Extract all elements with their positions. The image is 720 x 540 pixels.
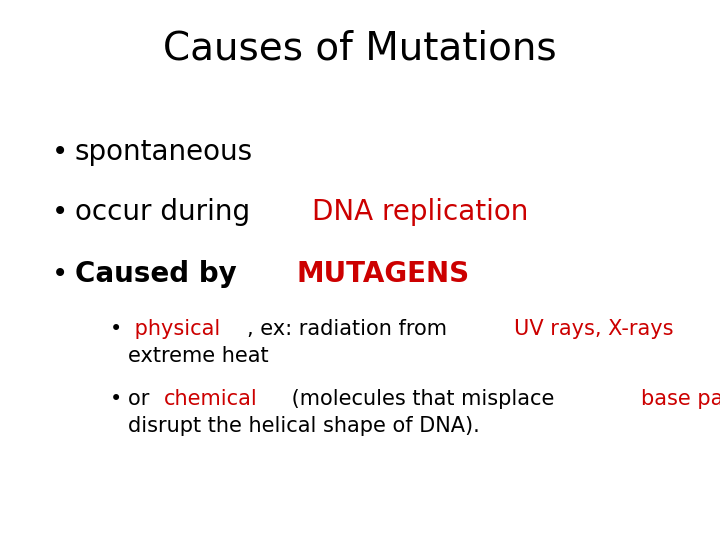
Text: or: or — [128, 389, 156, 409]
Text: Caused by: Caused by — [75, 260, 246, 288]
Text: MUTAGENS: MUTAGENS — [296, 260, 469, 288]
Text: chemical: chemical — [164, 389, 258, 409]
Text: (molecules that misplace: (molecules that misplace — [285, 389, 561, 409]
Text: extreme heat: extreme heat — [128, 346, 269, 366]
Text: •: • — [52, 198, 68, 226]
Text: , ex: radiation from: , ex: radiation from — [247, 319, 454, 339]
Text: DNA replication: DNA replication — [312, 198, 528, 226]
Text: UV rays, X-rays: UV rays, X-rays — [513, 319, 673, 339]
Text: •: • — [110, 389, 122, 409]
Text: •: • — [110, 319, 122, 339]
Text: spontaneous: spontaneous — [75, 138, 253, 166]
Text: physical: physical — [128, 319, 220, 339]
Text: base pairs: base pairs — [642, 389, 720, 409]
Text: •: • — [52, 260, 68, 288]
Text: Causes of Mutations: Causes of Mutations — [163, 30, 557, 68]
Text: disrupt the helical shape of DNA).: disrupt the helical shape of DNA). — [128, 416, 480, 436]
Text: •: • — [52, 138, 68, 166]
Text: occur during: occur during — [75, 198, 259, 226]
